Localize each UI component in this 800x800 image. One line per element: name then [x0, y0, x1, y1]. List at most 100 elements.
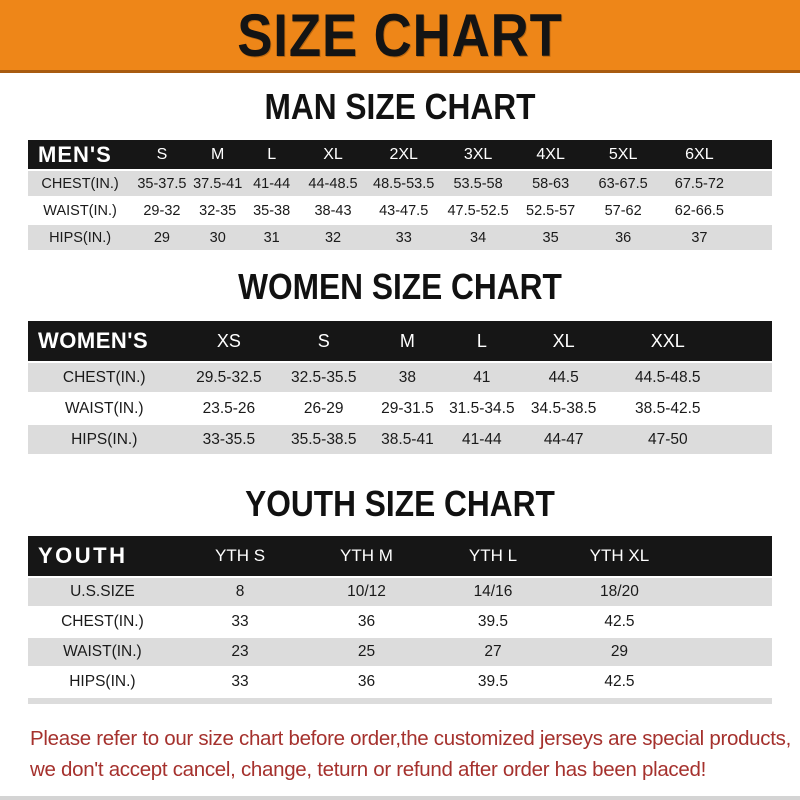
size-value: 27 [429, 638, 557, 666]
size-col-header: XL [299, 140, 367, 169]
youth-table-bottom-strip [28, 698, 772, 704]
size-value: 39.5 [429, 608, 557, 636]
women-table-title: WOMEN'S [28, 321, 181, 361]
spacer-cell [727, 425, 772, 454]
spacer-cell [727, 394, 772, 423]
table-row: CHEST(IN.) 35-37.5 37.5-41 41-44 44-48.5… [28, 171, 772, 196]
size-value: 37 [660, 225, 739, 250]
size-value: 38-43 [299, 198, 367, 223]
youth-heading-text: YOUTH SIZE CHART [245, 483, 555, 524]
size-col-header: YTH L [429, 536, 557, 576]
size-value: 42.5 [556, 608, 683, 636]
spacer-cell [682, 668, 772, 696]
size-col-header: L [243, 140, 300, 169]
size-value: 33 [366, 225, 441, 250]
table-row: CHEST(IN.) 33 36 39.5 42.5 [28, 608, 772, 636]
size-value: 25 [303, 638, 430, 666]
size-value: 39.5 [429, 668, 557, 696]
men-table-header-row: MEN'S S M L XL 2XL 3XL 4XL 5XL 6XL [28, 140, 772, 169]
size-col-header: M [370, 321, 445, 361]
size-value: 62-66.5 [660, 198, 739, 223]
spacer-cell [738, 225, 772, 250]
size-value: 43-47.5 [366, 198, 441, 223]
size-col-header: 3XL [440, 140, 516, 169]
size-value: 8 [176, 578, 304, 606]
row-label: HIPS(IN.) [28, 668, 177, 696]
row-label: U.S.SIZE [28, 578, 177, 606]
size-value: 35-38 [243, 198, 300, 223]
women-table-header-row: WOMEN'S XS S M L XL XXL [28, 321, 772, 361]
size-col-header: 4XL [515, 140, 586, 169]
youth-table-title: YOUTH [28, 536, 177, 576]
size-value: 18/20 [556, 578, 683, 606]
table-row: CHEST(IN.) 29.5-32.5 32.5-35.5 38 41 44.… [28, 363, 772, 392]
women-heading-text: WOMEN SIZE CHART [238, 266, 562, 307]
row-label: WAIST(IN.) [28, 638, 177, 666]
size-value: 57-62 [585, 198, 661, 223]
size-value: 35.5-38.5 [277, 425, 371, 454]
size-chart-banner: SIZE CHART [0, 0, 800, 73]
footer-note-line1: Please refer to our size chart before or… [30, 727, 791, 750]
size-value: 29 [132, 225, 192, 250]
size-value: 47.5-52.5 [440, 198, 516, 223]
row-label: CHEST(IN.) [28, 363, 181, 392]
table-row: HIPS(IN.) 33 36 39.5 42.5 [28, 668, 772, 696]
women-section-heading: WOMEN SIZE CHART [0, 268, 800, 306]
size-value: 36 [303, 668, 430, 696]
size-value: 42.5 [556, 668, 683, 696]
size-col-header: YTH XL [556, 536, 683, 576]
row-label: WAIST(IN.) [28, 394, 181, 423]
size-value: 44.5 [519, 363, 609, 392]
size-value: 32 [299, 225, 367, 250]
footer-note: Please refer to our size chart before or… [30, 723, 800, 785]
size-value: 47-50 [608, 425, 728, 454]
size-value: 41 [444, 363, 520, 392]
spacer-cell [738, 198, 772, 223]
size-value: 31 [243, 225, 300, 250]
size-value: 29.5-32.5 [180, 363, 278, 392]
size-col-header: 6XL [660, 140, 739, 169]
size-value: 38 [370, 363, 445, 392]
spacer-cell [738, 171, 772, 196]
youth-section-heading: YOUTH SIZE CHART [0, 485, 800, 523]
size-value: 44.5-48.5 [608, 363, 728, 392]
size-value: 34.5-38.5 [519, 394, 609, 423]
men-section-heading: MAN SIZE CHART [0, 88, 800, 126]
size-col-header: S [132, 140, 192, 169]
size-value: 33 [176, 608, 304, 636]
size-value: 32.5-35.5 [277, 363, 371, 392]
size-value: 10/12 [303, 578, 430, 606]
men-heading-text: MAN SIZE CHART [264, 86, 536, 127]
size-value: 67.5-72 [660, 171, 739, 196]
size-value: 31.5-34.5 [444, 394, 520, 423]
size-value: 41-44 [444, 425, 520, 454]
size-value: 30 [191, 225, 244, 250]
size-value: 23.5-26 [180, 394, 278, 423]
size-value: 35-37.5 [132, 171, 192, 196]
size-value: 63-67.5 [585, 171, 661, 196]
size-value: 37.5-41 [191, 171, 244, 196]
size-value: 29-31.5 [370, 394, 445, 423]
size-col-header: XL [519, 321, 609, 361]
size-col-header: 2XL [366, 140, 441, 169]
footer-note-line2: we don't accept cancel, change, teturn o… [30, 758, 706, 781]
row-label: WAIST(IN.) [28, 198, 133, 223]
spacer-cell [682, 638, 772, 666]
row-label: HIPS(IN.) [28, 225, 133, 250]
size-value: 52.5-57 [515, 198, 586, 223]
spacer-cell [682, 608, 772, 636]
size-value: 58-63 [515, 171, 586, 196]
table-row: HIPS(IN.) 33-35.5 35.5-38.5 38.5-41 41-4… [28, 425, 772, 454]
row-label: HIPS(IN.) [28, 425, 181, 454]
size-col-header: 5XL [585, 140, 661, 169]
size-col-header: YTH M [303, 536, 430, 576]
size-value: 33-35.5 [180, 425, 278, 454]
size-value: 36 [303, 608, 430, 636]
spacer-cell [727, 321, 772, 361]
table-row: U.S.SIZE 8 10/12 14/16 18/20 [28, 578, 772, 606]
size-value: 53.5-58 [440, 171, 516, 196]
size-value: 48.5-53.5 [366, 171, 441, 196]
size-value: 36 [585, 225, 661, 250]
page-bottom-divider [0, 796, 800, 800]
women-size-table: WOMEN'S XS S M L XL XXL CHEST(IN.) 29.5-… [28, 319, 772, 456]
